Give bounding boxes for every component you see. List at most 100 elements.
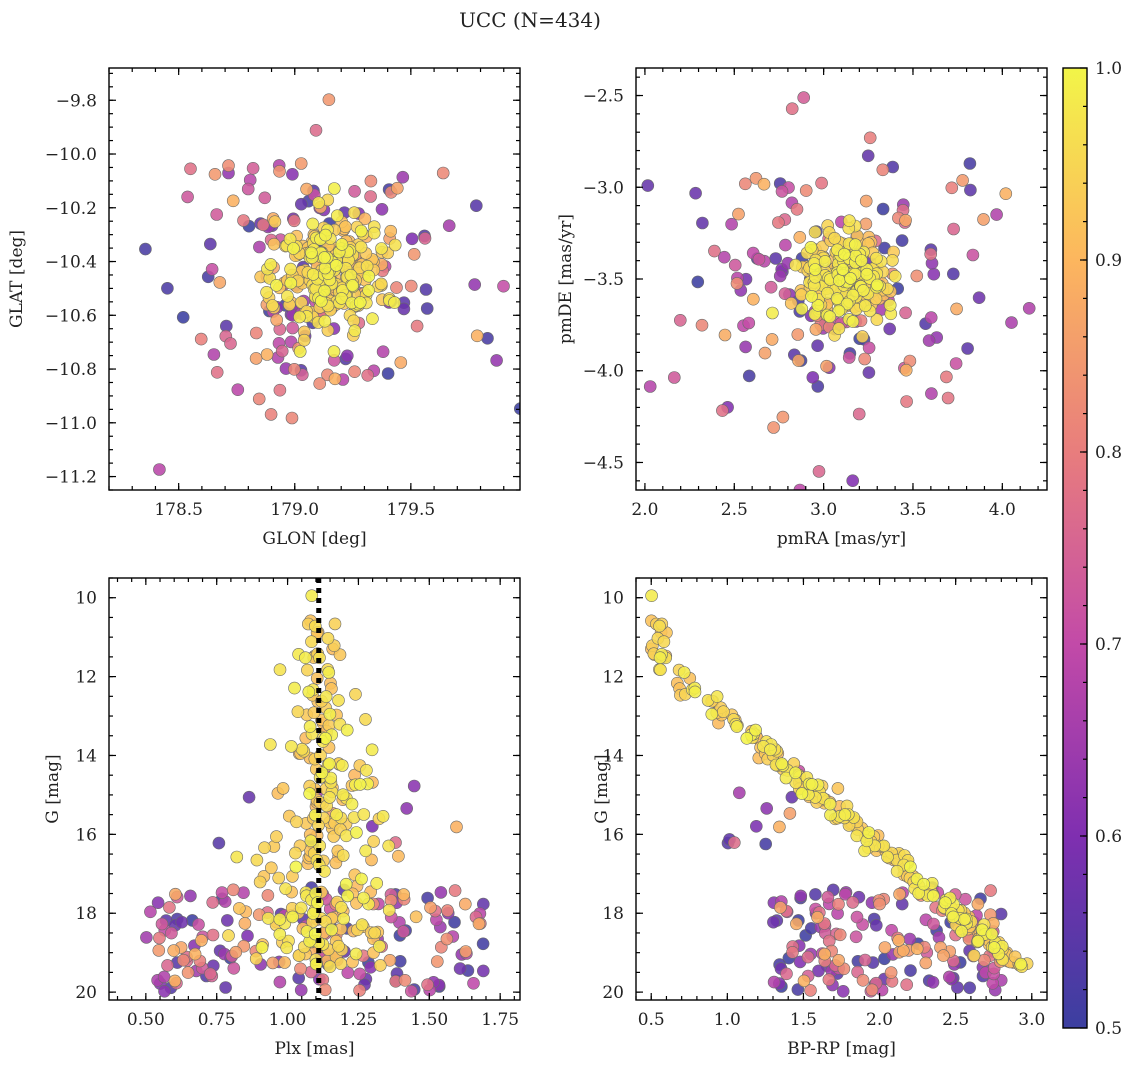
data-point bbox=[347, 206, 361, 219]
data-point bbox=[862, 366, 876, 379]
data-point bbox=[448, 884, 462, 897]
data-point bbox=[809, 323, 823, 336]
data-point bbox=[870, 313, 884, 326]
data-point bbox=[514, 402, 520, 415]
data-point bbox=[799, 184, 813, 197]
data-point bbox=[222, 159, 235, 172]
data-point bbox=[260, 285, 273, 299]
data-point bbox=[862, 826, 876, 839]
data-point bbox=[397, 925, 410, 938]
x-tick-label: 1.5 bbox=[790, 1010, 817, 1030]
data-point bbox=[319, 690, 333, 703]
data-point bbox=[870, 278, 884, 292]
data-point bbox=[384, 224, 398, 238]
data-point bbox=[780, 967, 793, 981]
data-point bbox=[339, 220, 352, 233]
data-point bbox=[822, 973, 836, 987]
data-point bbox=[357, 808, 371, 821]
data-point bbox=[811, 910, 824, 924]
y-tick-label: 14 bbox=[75, 746, 97, 766]
data-point bbox=[766, 306, 779, 320]
data-point bbox=[285, 411, 299, 425]
data-point bbox=[794, 889, 808, 903]
scatter-points bbox=[140, 589, 490, 998]
data-point bbox=[846, 288, 860, 302]
data-point bbox=[764, 280, 778, 294]
data-point bbox=[253, 875, 267, 889]
data-point bbox=[949, 357, 963, 370]
y-tick-label: 20 bbox=[75, 983, 97, 1003]
x-tick-label: 0.50 bbox=[127, 1010, 165, 1030]
data-point bbox=[767, 975, 781, 989]
data-point bbox=[643, 380, 657, 393]
colorbar-frame bbox=[1062, 67, 1088, 1029]
y-axis-label: G [mag] bbox=[43, 754, 63, 823]
panel-glon-glat: 178.5 179.0 179.5 −9.8 −10.0 −10.2 −10.4 −10.6 −… bbox=[7, 67, 521, 549]
data-point bbox=[286, 168, 299, 181]
data-point bbox=[783, 807, 797, 820]
data-point bbox=[227, 961, 241, 975]
x-tick-label: 3.0 bbox=[1018, 1010, 1045, 1030]
data-point bbox=[237, 214, 250, 227]
data-point bbox=[791, 983, 805, 996]
data-point bbox=[884, 966, 898, 979]
data-point bbox=[161, 959, 174, 972]
data-point bbox=[757, 177, 771, 191]
y-tick-label: −4.0 bbox=[583, 362, 624, 382]
data-point bbox=[820, 359, 833, 373]
data-point bbox=[359, 844, 373, 858]
data-point bbox=[281, 289, 294, 303]
data-point bbox=[246, 162, 260, 175]
x-tick-label: 1.25 bbox=[340, 1010, 378, 1030]
data-point bbox=[284, 276, 298, 290]
data-point bbox=[852, 407, 866, 421]
data-point bbox=[286, 321, 299, 335]
data-point bbox=[238, 917, 252, 930]
data-point bbox=[367, 226, 381, 240]
data-point bbox=[206, 928, 220, 942]
data-point bbox=[335, 759, 349, 772]
y-tick-label: −10.8 bbox=[45, 360, 97, 380]
data-point bbox=[256, 218, 270, 232]
data-point bbox=[945, 181, 959, 195]
data-point bbox=[971, 897, 985, 911]
data-point bbox=[904, 964, 917, 977]
data-point bbox=[850, 829, 864, 843]
axes-frame bbox=[108, 67, 521, 491]
data-point bbox=[215, 886, 229, 899]
data-point bbox=[409, 910, 423, 924]
data-point bbox=[808, 225, 822, 239]
data-point bbox=[226, 194, 240, 208]
data-point bbox=[476, 937, 490, 951]
data-point bbox=[797, 91, 811, 104]
data-point bbox=[339, 877, 353, 891]
axes-frame bbox=[108, 577, 521, 1001]
data-point bbox=[892, 934, 906, 947]
data-point bbox=[353, 967, 367, 981]
data-point bbox=[318, 284, 331, 298]
data-point bbox=[294, 962, 307, 976]
data-point bbox=[368, 926, 382, 940]
data-point bbox=[348, 365, 361, 379]
data-point bbox=[397, 302, 411, 316]
data-point bbox=[268, 215, 282, 228]
data-point bbox=[436, 166, 450, 180]
data-point bbox=[718, 328, 732, 342]
data-point bbox=[318, 251, 331, 264]
data-point bbox=[832, 274, 846, 287]
data-point bbox=[772, 216, 785, 229]
data-point bbox=[353, 296, 367, 309]
data-point bbox=[476, 964, 490, 978]
x-axis-label: BP-RP [mag] bbox=[787, 1039, 896, 1059]
data-point bbox=[361, 368, 375, 382]
data-point bbox=[850, 910, 864, 924]
data-point bbox=[971, 934, 985, 948]
data-point bbox=[938, 896, 952, 910]
data-point bbox=[846, 315, 860, 328]
data-point bbox=[673, 313, 687, 327]
data-point bbox=[194, 332, 208, 346]
data-point bbox=[961, 342, 974, 355]
data-point bbox=[677, 666, 691, 679]
scatter-points bbox=[139, 93, 520, 476]
